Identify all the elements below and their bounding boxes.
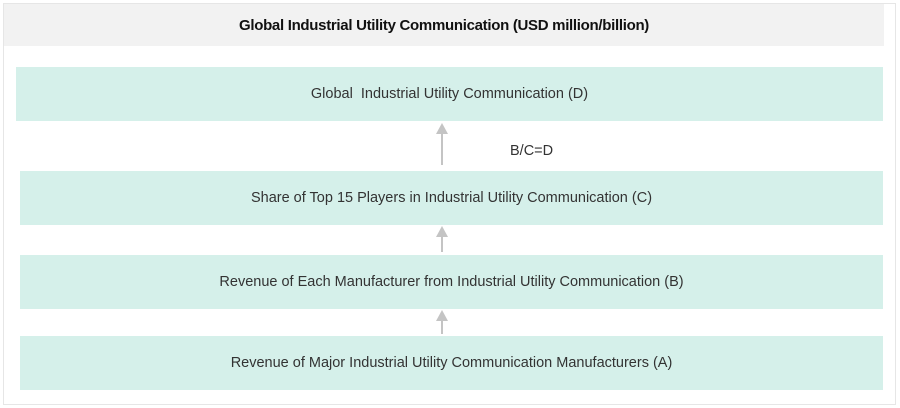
box-major-manufacturers-revenue-a: Revenue of Major Industrial Utility Comm…	[20, 336, 883, 390]
arrow-up-icon	[436, 310, 448, 334]
formula-label: B/C=D	[510, 143, 554, 159]
diagram-frame	[3, 3, 896, 405]
arrow-up-icon	[436, 123, 448, 165]
arrow-up-icon	[436, 226, 448, 252]
diagram-title: Global Industrial Utility Communication …	[4, 4, 884, 46]
box-manufacturer-revenue-b: Revenue of Each Manufacturer from Indust…	[20, 255, 883, 309]
box-top-players-share-c: Share of Top 15 Players in Industrial Ut…	[20, 171, 883, 225]
box-global-market-d: Global Industrial Utility Communication …	[16, 67, 883, 121]
